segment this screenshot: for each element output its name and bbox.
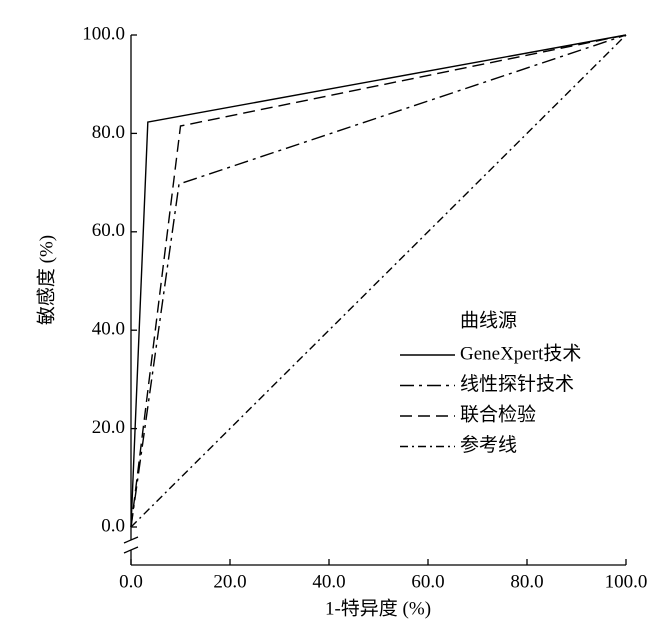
axis-break (123, 546, 139, 554)
legend-label: GeneXpert技术 (460, 342, 581, 364)
y-tick-label: 20.0 (92, 417, 125, 438)
legend-label: 参考线 (460, 434, 517, 456)
y-tick-label: 40.0 (92, 319, 125, 340)
y-tick-label: 60.0 (92, 220, 125, 241)
x-tick-label: 100.0 (605, 571, 648, 592)
legend-title: 曲线源 (460, 309, 517, 331)
x-tick-label: 80.0 (510, 571, 543, 592)
y-axis-title: 敏感度 (%) (35, 235, 57, 325)
y-tick-label: 0.0 (101, 515, 125, 536)
legend-label: 线性探针技术 (460, 373, 574, 395)
y-tick-label: 80.0 (92, 122, 125, 143)
x-tick-label: 60.0 (411, 571, 444, 592)
x-tick-label: 20.0 (213, 571, 246, 592)
x-tick-label: 40.0 (312, 571, 345, 592)
series-line (130, 34, 627, 528)
legend-label: 联合检验 (460, 403, 536, 425)
x-tick-label: 0.0 (119, 571, 143, 592)
series-line (130, 34, 627, 528)
x-axis-title: 1-特异度 (%) (325, 597, 431, 619)
axis-break (123, 536, 139, 544)
y-tick-label: 100.0 (82, 23, 125, 44)
series-line (130, 34, 627, 528)
series-line (130, 34, 627, 528)
